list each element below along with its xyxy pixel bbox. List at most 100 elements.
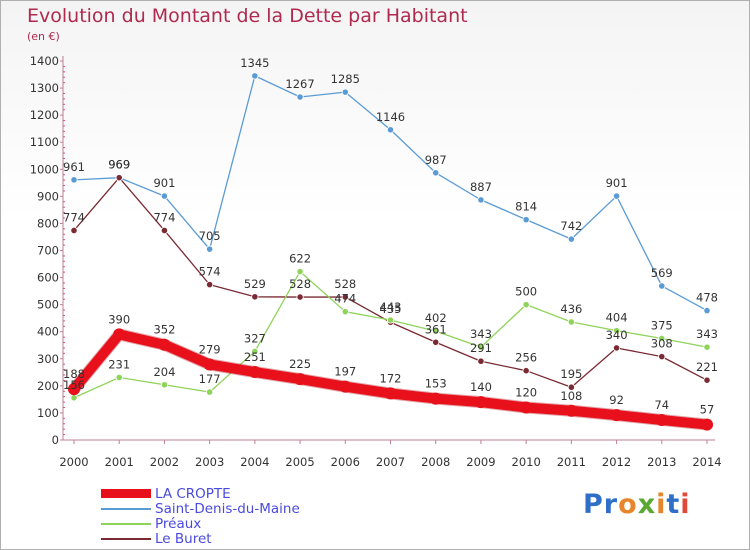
data-label-la-cropte: 390 <box>108 312 130 326</box>
x-tick-label: 2007 <box>376 455 405 469</box>
data-label-preaux: 343 <box>470 327 492 341</box>
logo-letter: x <box>637 489 657 520</box>
x-tick-label: 2006 <box>331 455 360 469</box>
y-tick-label: 1100 <box>30 135 59 149</box>
data-label-preaux: 436 <box>560 302 582 316</box>
data-label-saint-denis-du-maine: 969 <box>108 158 130 172</box>
data-label-preaux: 156 <box>63 378 85 392</box>
data-label-saint-denis-du-maine: 1267 <box>285 77 314 91</box>
data-point-saint-denis-du-maine <box>70 176 78 184</box>
proxiti-logo: Proxiti <box>583 489 691 520</box>
data-point-preaux <box>206 388 214 396</box>
legend-label-preaux: Préaux <box>155 515 202 532</box>
data-point-saint-denis-du-maine <box>567 235 575 243</box>
data-label-la-cropte: 120 <box>515 386 537 400</box>
y-tick-label: 800 <box>37 216 59 230</box>
data-label-preaux: 402 <box>425 311 447 325</box>
data-point-saint-denis-du-maine <box>386 126 395 134</box>
logo-letter: i <box>680 489 691 520</box>
data-label-le-buret: 308 <box>651 337 673 351</box>
data-point-preaux <box>341 308 349 316</box>
chart-subtitle: (en €) <box>27 30 60 43</box>
data-label-la-cropte: 251 <box>244 350 266 364</box>
data-label-le-buret: 221 <box>696 360 718 374</box>
axes: 0 100 200 300 400 500 600 700 800 900 1000 1100 1200… <box>30 54 722 469</box>
legend-label-le-buret: Le Buret <box>155 530 212 547</box>
data-label-la-cropte: 225 <box>289 357 311 371</box>
data-label-preaux: 204 <box>153 365 175 379</box>
data-point-la-cropte <box>520 401 533 414</box>
data-point-saint-denis-du-maine <box>296 93 304 101</box>
data-point-la-cropte <box>610 409 623 422</box>
y-tick-label: 900 <box>37 189 59 203</box>
data-point-saint-denis-du-maine <box>160 192 169 200</box>
x-tick-label: 2002 <box>150 455 179 469</box>
data-point-preaux <box>70 394 78 402</box>
x-tick-label: 2011 <box>557 455 586 469</box>
data-point-le-buret <box>432 338 440 346</box>
data-label-preaux: 231 <box>108 357 130 371</box>
data-label-saint-denis-du-maine: 1345 <box>240 56 269 70</box>
data-label-saint-denis-du-maine: 901 <box>606 176 628 190</box>
data-label-saint-denis-du-maine: 901 <box>153 176 175 190</box>
data-point-preaux <box>251 347 259 356</box>
data-label-preaux: 404 <box>606 311 628 325</box>
x-tick-label: 2005 <box>285 455 314 469</box>
data-label-la-cropte: 197 <box>334 365 356 379</box>
data-point-le-buret <box>296 293 304 301</box>
legend-item-la-cropte: LA CROPTE <box>101 485 300 502</box>
logo-letter: i <box>656 489 667 520</box>
data-point-le-buret <box>567 383 575 391</box>
y-tick-label: 1000 <box>30 162 59 176</box>
y-tick-label: 300 <box>37 352 59 366</box>
data-point-preaux <box>386 316 395 324</box>
y-tick-label: 100 <box>37 406 59 420</box>
data-label-preaux: 375 <box>651 318 673 332</box>
data-label-la-cropte: 352 <box>153 323 175 337</box>
data-label-la-cropte: 108 <box>560 389 582 403</box>
y-tick-label: 200 <box>37 379 59 393</box>
x-tick-label: 2014 <box>692 455 721 469</box>
data-point-le-buret <box>522 367 530 375</box>
data-label-saint-denis-du-maine: 961 <box>63 160 85 174</box>
data-point-saint-denis-du-maine <box>477 196 485 204</box>
legend-item-preaux: Préaux <box>101 515 300 532</box>
y-tick-label: 1200 <box>30 108 59 122</box>
data-point-la-cropte <box>158 338 171 351</box>
legend-label-la-cropte: LA CROPTE <box>155 485 231 502</box>
data-point-preaux <box>477 343 485 351</box>
data-point-preaux <box>432 327 440 335</box>
data-point-preaux <box>160 381 169 389</box>
data-label-la-cropte: 153 <box>425 377 447 391</box>
data-label-saint-denis-du-maine: 987 <box>425 153 447 167</box>
legend-swatch-la-cropte <box>101 489 151 498</box>
data-point-saint-denis-du-maine <box>658 282 666 290</box>
data-label-saint-denis-du-maine: 1285 <box>331 72 360 86</box>
data-label-le-buret: 361 <box>425 322 447 336</box>
data-point-la-cropte <box>248 366 261 379</box>
data-point-le-buret <box>477 357 485 365</box>
data-label-la-cropte: 172 <box>380 371 402 385</box>
data-point-la-cropte <box>701 418 713 431</box>
data-label-la-cropte: 92 <box>609 393 624 407</box>
data-label-preaux: 500 <box>515 285 537 299</box>
series-lines <box>68 72 713 431</box>
data-point-le-buret <box>160 226 169 235</box>
x-tick-label: 2000 <box>59 455 88 469</box>
data-point-preaux <box>522 301 530 309</box>
data-point-preaux <box>115 373 123 382</box>
data-label-le-buret: 195 <box>560 367 582 381</box>
data-label-le-buret: 435 <box>380 302 402 316</box>
data-point-la-cropte <box>113 328 126 341</box>
data-label-la-cropte: 57 <box>700 403 715 417</box>
chart-title: Evolution du Montant de la Dette par Hab… <box>27 5 468 27</box>
data-label-le-buret: 774 <box>63 210 85 224</box>
data-point-preaux <box>296 268 304 276</box>
data-label-saint-denis-du-maine: 814 <box>515 200 537 214</box>
data-label-saint-denis-du-maine: 887 <box>470 180 492 194</box>
data-label-saint-denis-du-maine: 569 <box>651 266 673 280</box>
legend-item-saint-denis-du-maine: Saint-Denis-du-Maine <box>101 501 300 517</box>
y-tick-label: 1300 <box>30 81 59 95</box>
